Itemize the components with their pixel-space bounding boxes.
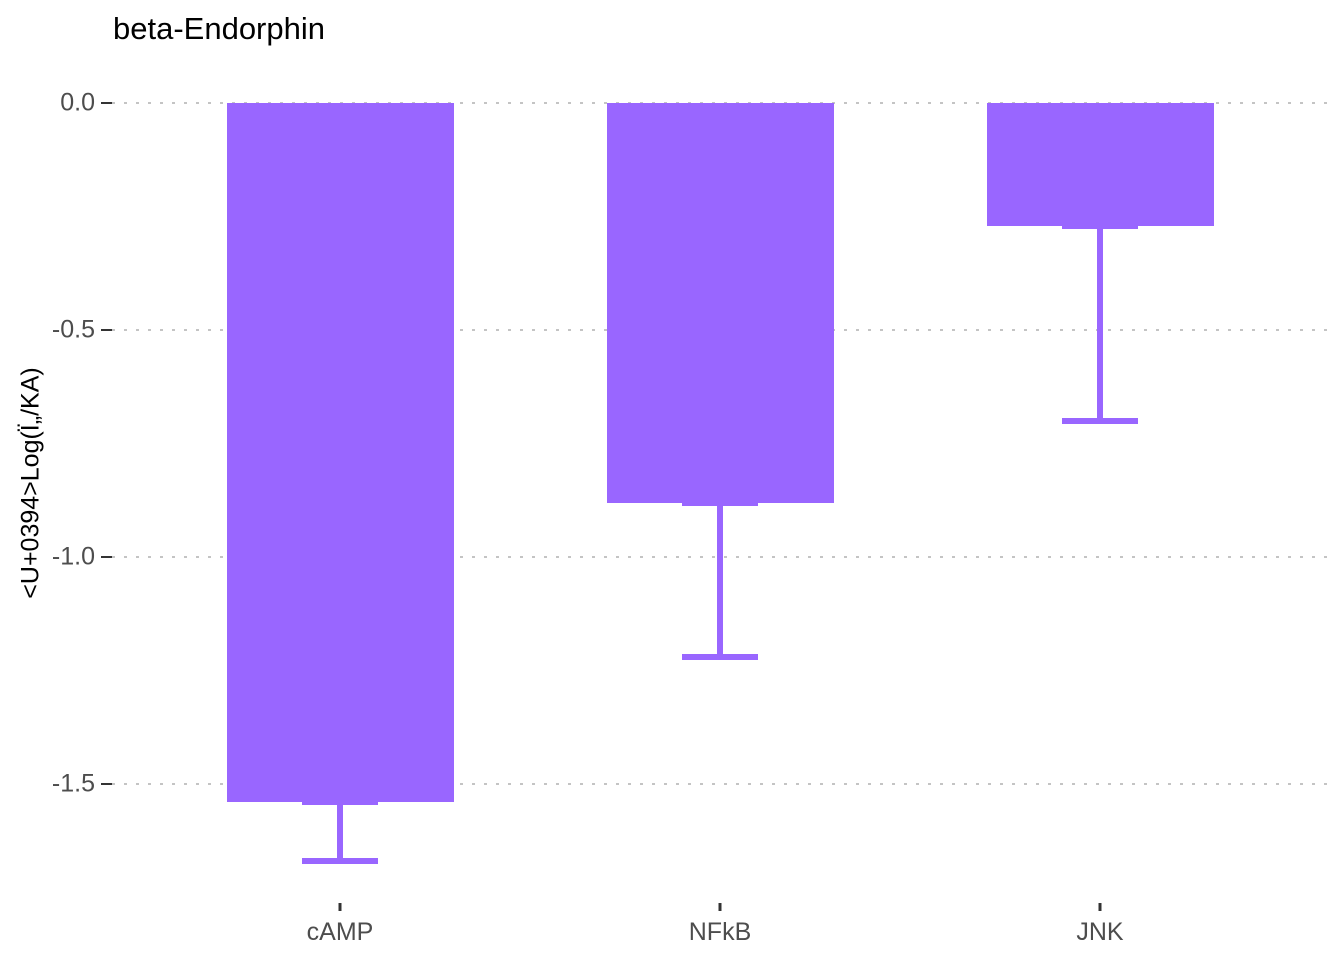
y-tick-mark: [101, 102, 112, 104]
y-tick-label: 0.0: [60, 88, 95, 117]
error-bar-upper-cap: [682, 499, 758, 506]
error-bar-lower-cap: [682, 653, 758, 660]
error-bar-upper-cap: [302, 799, 378, 806]
x-tick-label: JNK: [1076, 918, 1124, 946]
y-tick-mark: [101, 556, 112, 558]
gridline: [112, 783, 1328, 785]
y-tick-label: -1.5: [51, 769, 95, 798]
error-bar-line: [337, 802, 343, 862]
y-tick-mark: [101, 783, 112, 785]
y-tick-label: -0.5: [51, 315, 95, 344]
bar: [986, 103, 1214, 226]
plot-panel: 0.0 -0.5 -1.0 -1.5 cAMP NFkB JNK: [52, 65, 1328, 946]
error-bar-upper-cap: [1062, 222, 1138, 229]
bar: [606, 103, 834, 503]
y-tick-label: -1.0: [51, 542, 95, 571]
x-tick-mark: [338, 903, 342, 911]
x-tick-label: NFkB: [688, 918, 752, 946]
y-axis-label: <U+0394>Log(Ï„/KA): [16, 367, 45, 599]
x-tick-mark: [718, 903, 722, 911]
bar: [226, 103, 454, 803]
error-bar-lower-cap: [1062, 417, 1138, 424]
y-tick-mark: [101, 329, 112, 331]
x-tick-mark: [1098, 903, 1102, 911]
error-bar-line: [1097, 225, 1103, 421]
error-bar-line: [717, 502, 723, 657]
chart-title: beta-Endorphin: [113, 11, 325, 46]
error-bar-lower-cap: [302, 858, 378, 865]
x-tick-label: cAMP: [306, 918, 374, 946]
